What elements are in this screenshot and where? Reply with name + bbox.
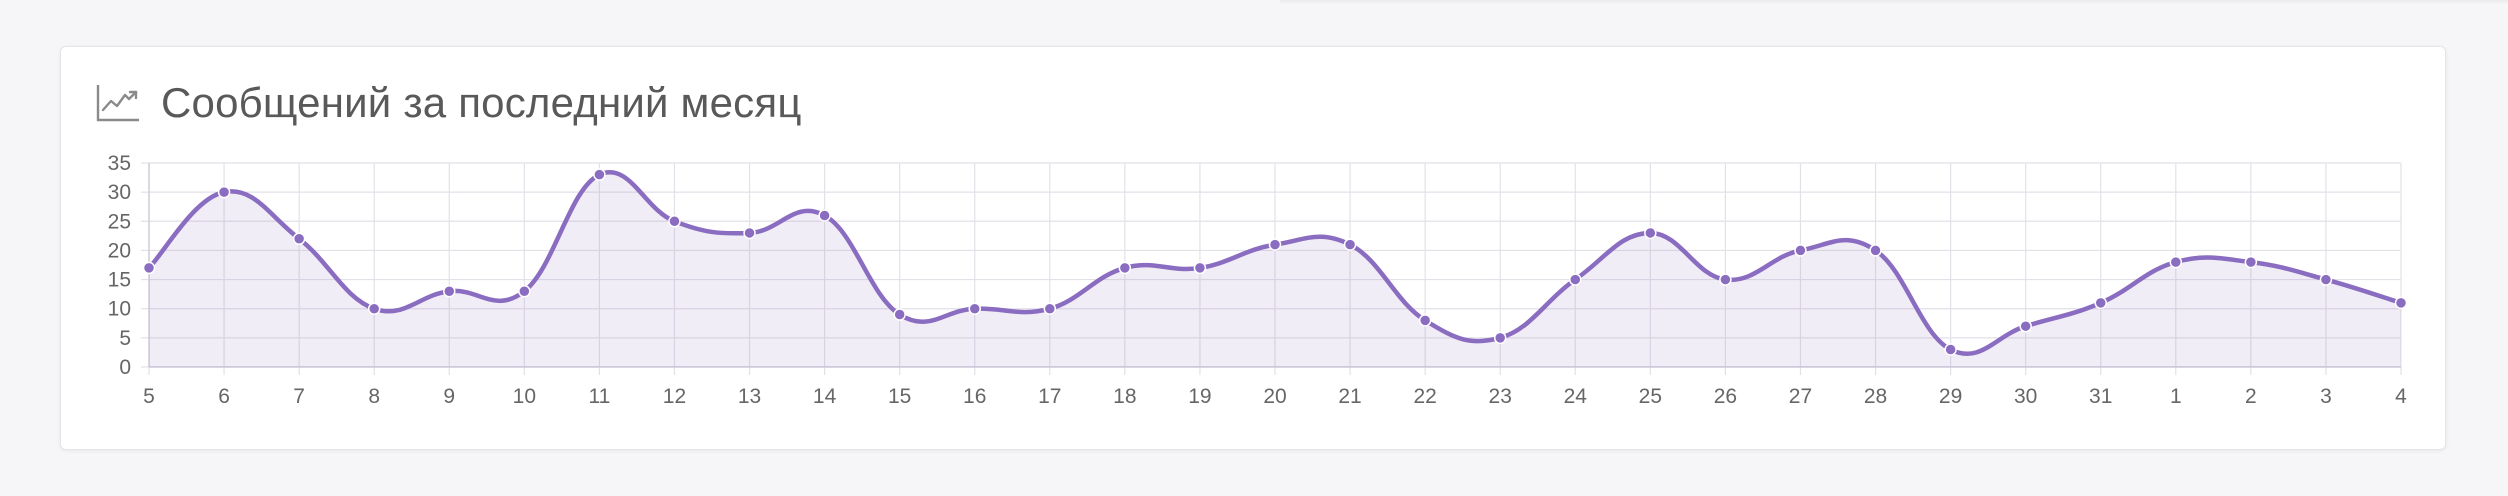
line-chart-icon <box>96 85 139 122</box>
data-point <box>2319 273 2333 286</box>
x-tick-label: 11 <box>588 385 610 408</box>
data-point <box>2244 255 2258 269</box>
x-tick-label: 19 <box>1188 385 1211 408</box>
y-tick-label: 30 <box>108 181 131 204</box>
x-tick-label: 30 <box>2014 385 2037 408</box>
data-point <box>893 308 906 321</box>
data-point <box>1719 273 1732 286</box>
y-tick-label: 20 <box>108 239 131 262</box>
data-point <box>2019 319 2032 333</box>
x-tick-label: 1 <box>2170 385 2182 408</box>
data-point <box>443 284 456 298</box>
data-point <box>2394 296 2408 310</box>
data-point <box>668 215 681 228</box>
x-tick-label: 31 <box>2089 385 2112 408</box>
x-tick-label: 5 <box>143 385 155 408</box>
x-tick-label: 8 <box>368 385 380 408</box>
x-tick-label: 12 <box>663 385 686 408</box>
x-tick-label: 14 <box>813 385 837 408</box>
card-title: Сообщений за последний месяц <box>161 79 802 126</box>
data-point <box>1343 238 1357 251</box>
y-tick-label: 25 <box>108 210 131 233</box>
x-tick-label: 3 <box>2320 385 2332 408</box>
y-tick-label: 5 <box>119 327 131 350</box>
chart-card: 0 5 10 15 20 25 30 35 5 6 7 8 9 10 11 12 13 14 15 16 17 18 19 2… <box>60 46 2446 450</box>
x-tick-label: 25 <box>1639 385 1662 408</box>
data-point <box>1944 343 1957 356</box>
x-tick-label: 29 <box>1939 385 1962 408</box>
x-tick-label: 26 <box>1714 385 1737 408</box>
x-tick-label: 21 <box>1338 385 1361 408</box>
data-point <box>1043 302 1057 315</box>
data-point <box>1794 244 1807 257</box>
data-point <box>818 209 831 222</box>
data-point <box>743 226 756 240</box>
card-header: Сообщений за последний месяц <box>95 77 802 129</box>
data-point <box>518 284 531 298</box>
data-point <box>367 302 381 315</box>
y-tick-label: 35 <box>108 152 131 175</box>
data-point <box>217 185 231 199</box>
x-tick-label: 16 <box>963 385 986 408</box>
x-tick-label: 2 <box>2245 385 2257 408</box>
x-tick-label: 9 <box>443 385 455 408</box>
x-tick-label: 20 <box>1263 385 1286 408</box>
y-tick-label: 15 <box>108 269 131 292</box>
x-tick-label: 10 <box>513 385 536 408</box>
x-tick-label: 23 <box>1489 385 1512 408</box>
data-point <box>1268 238 1282 251</box>
data-point <box>1644 226 1657 240</box>
chart-wrap: 0 5 10 15 20 25 30 35 5 6 7 8 9 10 11 12 13 14 15 16 17 18 19 2… <box>61 47 2447 451</box>
data-point <box>1869 244 1882 257</box>
x-tick-label: 4 <box>2395 385 2407 408</box>
data-point <box>2094 296 2107 310</box>
x-tick-label: 22 <box>1413 385 1436 408</box>
x-tick-label: 17 <box>1038 385 1061 408</box>
series-area <box>149 172 2401 367</box>
x-tick-label: 6 <box>218 385 230 408</box>
y-tick-label: 10 <box>108 298 131 321</box>
x-tick-label: 18 <box>1113 385 1136 408</box>
x-tick-label: 15 <box>888 385 911 408</box>
data-point <box>292 232 306 246</box>
data-point <box>593 168 606 181</box>
y-tick-label: 0 <box>119 356 131 379</box>
data-point <box>1193 261 1207 275</box>
data-point <box>1569 273 1582 286</box>
data-point <box>1493 331 1507 345</box>
data-point <box>1118 261 1132 275</box>
x-tick-label: 13 <box>738 385 761 408</box>
top-shadow <box>1280 0 2508 4</box>
x-tick-label: 27 <box>1789 385 1812 408</box>
x-tick-label: 28 <box>1864 385 1887 408</box>
x-tick-label: 7 <box>293 385 305 408</box>
data-point <box>142 261 156 275</box>
data-point <box>2169 255 2183 269</box>
data-point <box>1418 314 1432 327</box>
data-point <box>968 302 981 315</box>
x-tick-label: 24 <box>1564 385 1588 408</box>
